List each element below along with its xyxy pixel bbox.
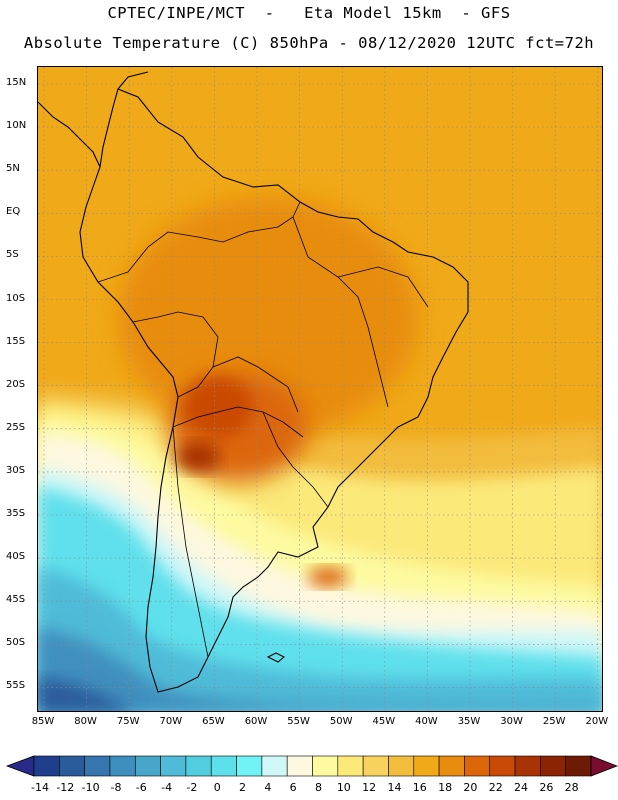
field-warm-24 <box>176 442 220 472</box>
colorbar-tick-18: 22 <box>488 781 503 794</box>
temperature-field <box>38 67 602 711</box>
central-america-coast <box>38 101 101 168</box>
border-brazil-states-north <box>337 266 429 308</box>
lon-label-20w: 20W <box>585 716 609 727</box>
border-brazil-states <box>292 216 389 408</box>
colorbar-swatch-9 <box>261 755 288 777</box>
colorbar-swatch-6 <box>185 755 212 777</box>
colorbar-tick-4: -6 <box>135 781 147 794</box>
colorbar-tick-20: 26 <box>539 781 554 794</box>
field-warm-patagonia <box>308 567 348 587</box>
colorbar-tick-11: 8 <box>315 781 322 794</box>
chart-title-line-2: Absolute Temperature (C) 850hPa - 08/12/… <box>23 34 595 52</box>
field-warm-22 <box>183 377 253 437</box>
lon-label-85w: 85W <box>31 716 55 727</box>
colorbar-tick-1: -12 <box>56 781 75 794</box>
colorbar-swatch-11 <box>312 755 339 777</box>
lat-label-55s: 55S <box>6 680 26 692</box>
colorbar-swatch-17 <box>464 755 491 777</box>
colorbar-tick-12: 10 <box>336 781 351 794</box>
colorbar-tick-13: 12 <box>362 781 377 794</box>
colorbar-tick-7: 0 <box>213 781 221 794</box>
colorbar-swatch-13 <box>362 755 389 777</box>
lat-label-25s: 25S <box>6 421 26 433</box>
lat-label-5n: 5N <box>6 163 20 175</box>
colorbar-swatch-20 <box>540 755 566 777</box>
colorbar-swatch-19 <box>514 755 541 777</box>
lat-label-45s: 45S <box>6 594 26 606</box>
colorbar-swatch-18 <box>489 755 516 777</box>
lat-label-40s: 40S <box>6 551 26 563</box>
colorbar-tick-6: -2 <box>186 781 198 794</box>
border-chile-argentina <box>172 426 209 658</box>
lon-label-65w: 65W <box>202 716 225 727</box>
colorbar-swatch-14 <box>388 755 415 777</box>
lon-label-45w: 45W <box>372 716 396 727</box>
colorbar-tick-19: 24 <box>514 781 529 794</box>
border-argentina-paraguay <box>172 406 304 438</box>
lat-label-15n: 15N <box>6 77 27 88</box>
lon-label-40w: 40W <box>415 716 438 727</box>
colorbar-tick-21: 28 <box>564 781 579 794</box>
lat-label-eq: EQ <box>6 206 21 218</box>
colorbar-swatch-5 <box>160 755 187 777</box>
colorbar-swatch-1 <box>59 755 85 777</box>
colorbar-tick-5: -4 <box>161 781 173 794</box>
colorbar-swatch-8 <box>236 755 263 777</box>
lon-label-60w: 60W <box>244 716 268 727</box>
colorbar-swatch-7 <box>210 755 237 777</box>
colorbar-swatch-4 <box>134 755 161 777</box>
lon-label-50w: 50W <box>329 716 353 727</box>
temperature-map <box>38 67 602 711</box>
lon-label-80w: 80W <box>74 716 97 727</box>
colorbar-swatch-10 <box>286 755 313 777</box>
colorbar-tick-8: 2 <box>239 781 247 794</box>
chart-title-line-1: CPTEC/INPE/MCT - Eta Model 15km - GFS <box>107 4 511 22</box>
lat-label-20s: 20S <box>6 378 26 390</box>
lat-label-50s: 50S <box>6 637 26 649</box>
lat-label-10s: 10S <box>6 292 26 304</box>
colorbar-swatch-16 <box>438 755 465 777</box>
colorbar <box>5 755 618 777</box>
colorbar-swatch-0 <box>33 755 60 777</box>
lat-label-35s: 35S <box>6 508 26 519</box>
colorbar-swatch-2 <box>84 755 111 777</box>
field-warm-18 <box>118 197 418 437</box>
lat-label-15s: 15S <box>6 335 26 347</box>
colorbar-low-arrow <box>5 755 35 777</box>
colorbar-tick-2: -10 <box>81 781 100 794</box>
lon-label-30w: 30W <box>500 716 523 727</box>
field-band-neg4 <box>38 567 602 711</box>
lon-label-25w: 25W <box>542 716 566 727</box>
border-bolivia-brazil <box>212 356 299 413</box>
lon-label-75w: 75W <box>116 716 140 727</box>
colorbar-swatch-21 <box>565 755 592 777</box>
caribbean-coast <box>117 71 149 90</box>
colorbar-tick-9: 4 <box>264 781 272 794</box>
colorbar-tick-15: 16 <box>412 781 427 794</box>
colorbar-tick-0: -14 <box>31 781 49 794</box>
lon-label-55w: 55W <box>287 716 310 727</box>
field-band-neg12 <box>38 677 135 711</box>
colorbar-tick-16: 18 <box>438 781 453 794</box>
colorbar-swatch-3 <box>109 755 136 777</box>
country-borders <box>97 201 429 658</box>
border-peru-bolivia <box>132 311 219 398</box>
colorbar-tick-17: 20 <box>463 781 478 794</box>
border-north <box>97 201 301 283</box>
border-uruguay <box>262 411 329 508</box>
lon-label-35w: 35W <box>457 716 481 727</box>
colorbar-tick-14: 14 <box>387 781 402 794</box>
falklands <box>266 652 285 663</box>
lat-label-5s: 5S <box>6 249 19 261</box>
colorbar-swatch-15 <box>413 755 440 777</box>
lat-label-10n: 10N <box>6 120 27 132</box>
map-panel <box>37 66 603 712</box>
colorbar-swatch-12 <box>337 755 364 777</box>
colorbar-tick-10: 6 <box>289 781 297 794</box>
lat-label-30s: 30S <box>6 464 26 476</box>
colorbar-tick-3: -8 <box>110 781 122 794</box>
lon-label-70w: 70W <box>159 716 183 727</box>
colorbar-high-arrow <box>590 755 618 777</box>
